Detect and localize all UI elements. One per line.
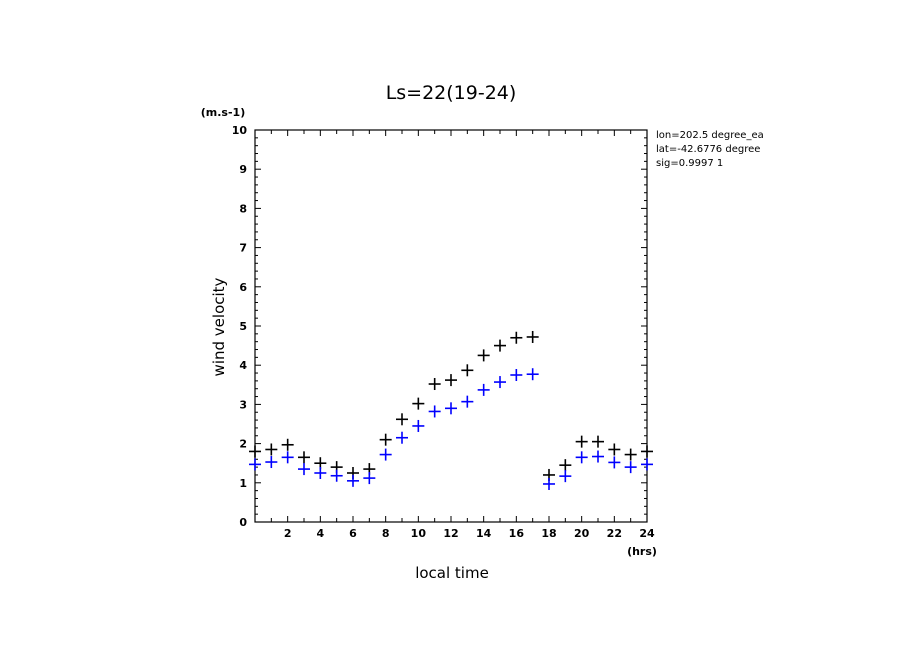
data-point bbox=[608, 443, 621, 456]
x-tick-label: 4 bbox=[317, 527, 325, 540]
data-point bbox=[249, 445, 261, 458]
annotation-lat: lat=-42.6776 degree bbox=[656, 144, 760, 155]
annotation-lon: lon=202.5 degree_ea bbox=[656, 130, 764, 141]
y-tick-label: 8 bbox=[239, 202, 247, 215]
data-point bbox=[379, 433, 392, 446]
data-point bbox=[592, 435, 604, 448]
data-point bbox=[281, 451, 294, 464]
y-tick-label: 4 bbox=[239, 359, 247, 372]
data-point bbox=[445, 402, 457, 415]
data-point bbox=[363, 472, 376, 485]
x-tick-label: 16 bbox=[509, 527, 525, 540]
y-tick-label: 10 bbox=[232, 124, 248, 137]
data-point bbox=[265, 456, 278, 469]
x-tick-label: 14 bbox=[476, 527, 492, 540]
data-point bbox=[592, 450, 604, 463]
data-point bbox=[575, 435, 588, 448]
plot-frame bbox=[254, 129, 648, 523]
y-tick-label: 2 bbox=[239, 438, 247, 451]
data-point bbox=[494, 376, 506, 389]
data-point bbox=[559, 470, 572, 483]
x-tick-label: 10 bbox=[411, 527, 427, 540]
data-point bbox=[624, 448, 637, 461]
data-point bbox=[641, 445, 653, 458]
data-point bbox=[314, 467, 327, 479]
x-tick-label: 6 bbox=[349, 527, 357, 540]
data-point bbox=[510, 331, 523, 344]
data-point bbox=[379, 448, 392, 461]
data-point bbox=[559, 459, 572, 472]
y-axis-label: wind velocity bbox=[210, 277, 228, 376]
data-point bbox=[461, 364, 474, 377]
data-point bbox=[445, 374, 457, 387]
data-point bbox=[347, 474, 359, 487]
data-point bbox=[461, 395, 474, 408]
data-point bbox=[298, 463, 310, 476]
x-unit-label: (hrs) bbox=[627, 545, 657, 558]
x-tick-label: 18 bbox=[541, 527, 556, 540]
y-unit-label: (m.s-1) bbox=[201, 106, 245, 119]
data-point bbox=[249, 458, 261, 471]
y-tick-label: 7 bbox=[239, 242, 247, 255]
x-tick-label: 20 bbox=[574, 527, 590, 540]
x-tick-label: 22 bbox=[607, 527, 622, 540]
data-point bbox=[428, 405, 441, 418]
y-tick-label: 1 bbox=[239, 477, 247, 490]
data-point bbox=[477, 383, 490, 396]
data-point bbox=[396, 431, 408, 444]
x-tick-label: 12 bbox=[443, 527, 458, 540]
y-tick-label: 9 bbox=[239, 163, 247, 176]
data-point bbox=[526, 368, 539, 381]
x-tick-label: 2 bbox=[284, 527, 292, 540]
data-point bbox=[428, 378, 441, 391]
data-point bbox=[543, 477, 555, 490]
y-tick-label: 0 bbox=[239, 516, 247, 529]
data-point bbox=[575, 451, 588, 464]
data-point bbox=[526, 330, 539, 343]
x-tick-label: 8 bbox=[382, 527, 390, 540]
data-point bbox=[281, 438, 294, 451]
x-axis-label: local time bbox=[415, 564, 489, 582]
x-tick-label: 24 bbox=[639, 527, 655, 540]
data-point bbox=[412, 397, 425, 410]
data-point bbox=[298, 451, 310, 464]
y-tick-label: 6 bbox=[239, 281, 247, 294]
y-tick-label: 3 bbox=[239, 398, 247, 411]
annotation-sig: sig=0.9997 1 bbox=[656, 158, 723, 169]
chart-title: Ls=22(19-24) bbox=[386, 82, 517, 104]
y-tick-label: 5 bbox=[239, 320, 247, 333]
data-point bbox=[494, 339, 506, 352]
data-point bbox=[624, 461, 637, 474]
data-point bbox=[477, 349, 490, 362]
data-point bbox=[641, 458, 653, 471]
data-point bbox=[510, 369, 523, 381]
data-point bbox=[265, 443, 278, 456]
data-point bbox=[330, 469, 343, 482]
data-point bbox=[608, 456, 621, 469]
data-point bbox=[396, 413, 408, 426]
data-point bbox=[412, 419, 425, 432]
